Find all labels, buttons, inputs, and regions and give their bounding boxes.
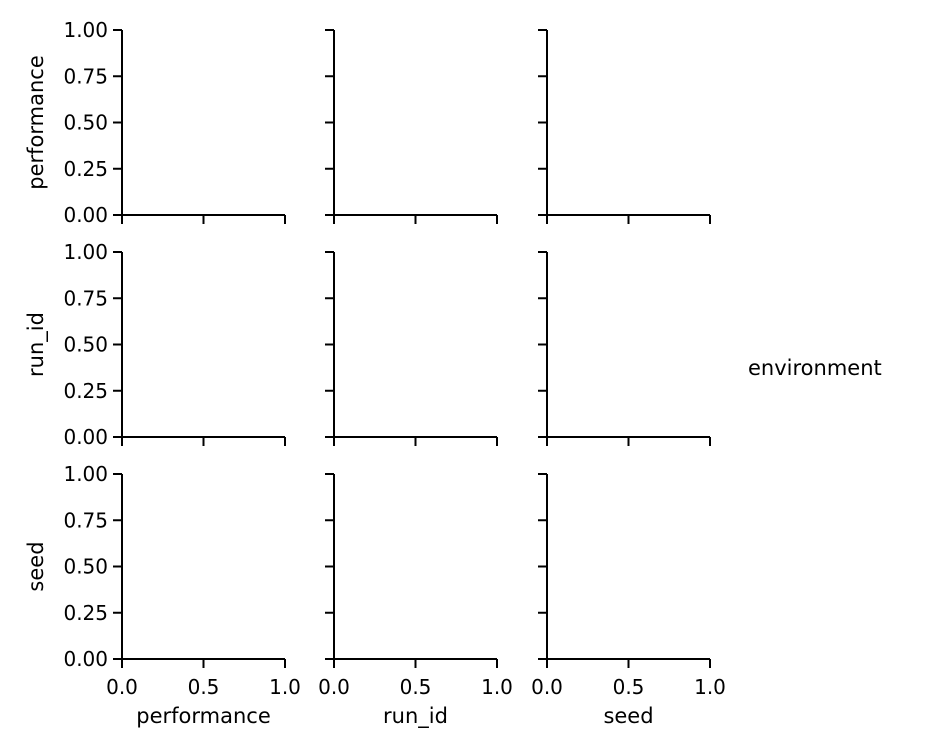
- xtick-label-col1-1: 0.5: [400, 675, 432, 699]
- ytick-label-row0-1: 0.25: [63, 157, 108, 181]
- ytick-label-row1-1: 0.25: [63, 379, 108, 403]
- ylabel-row-1: run_id: [24, 312, 49, 377]
- ytick-label-row0-0: 0.00: [63, 203, 108, 227]
- xlabel-col-1: run_id: [383, 704, 448, 729]
- xtick-label-col0-1: 0.5: [188, 675, 220, 699]
- ytick-label-row0-4: 1.00: [63, 18, 108, 42]
- ytick-label-row0-2: 0.50: [63, 111, 108, 135]
- xtick-label-col1-2: 1.0: [481, 675, 513, 699]
- panels: 0.00 0.25 0.50 0.75 1.00 performance 0.00 0.25 0…: [24, 18, 726, 729]
- ytick-label-row1-3: 0.75: [63, 286, 108, 310]
- ytick-label-row2-1: 0.25: [63, 601, 108, 625]
- xtick-label-col0-2: 1.0: [269, 675, 301, 699]
- xtick-label-col0-0: 0.0: [106, 675, 138, 699]
- ytick-label-row1-0: 0.00: [63, 425, 108, 449]
- ytick-label-row2-3: 0.75: [63, 508, 108, 532]
- xlabel-col-0: performance: [136, 704, 271, 728]
- legend-title: environment: [748, 356, 882, 380]
- ytick-label-row2-4: 1.00: [63, 462, 108, 486]
- ytick-label-row2-2: 0.50: [63, 555, 108, 579]
- xtick-label-col2-2: 1.0: [694, 675, 726, 699]
- xtick-label-col2-0: 0.0: [531, 675, 563, 699]
- ytick-label-row2-0: 0.00: [63, 647, 108, 671]
- ylabel-row-2: seed: [24, 541, 48, 591]
- xtick-label-col1-0: 0.0: [318, 675, 350, 699]
- xtick-label-col2-1: 0.5: [613, 675, 645, 699]
- xlabel-col-2: seed: [603, 704, 653, 728]
- ylabel-row-0: performance: [24, 55, 48, 190]
- ytick-label-row1-2: 0.50: [63, 333, 108, 357]
- ytick-label-row1-4: 1.00: [63, 240, 108, 264]
- ytick-label-row0-3: 0.75: [63, 64, 108, 88]
